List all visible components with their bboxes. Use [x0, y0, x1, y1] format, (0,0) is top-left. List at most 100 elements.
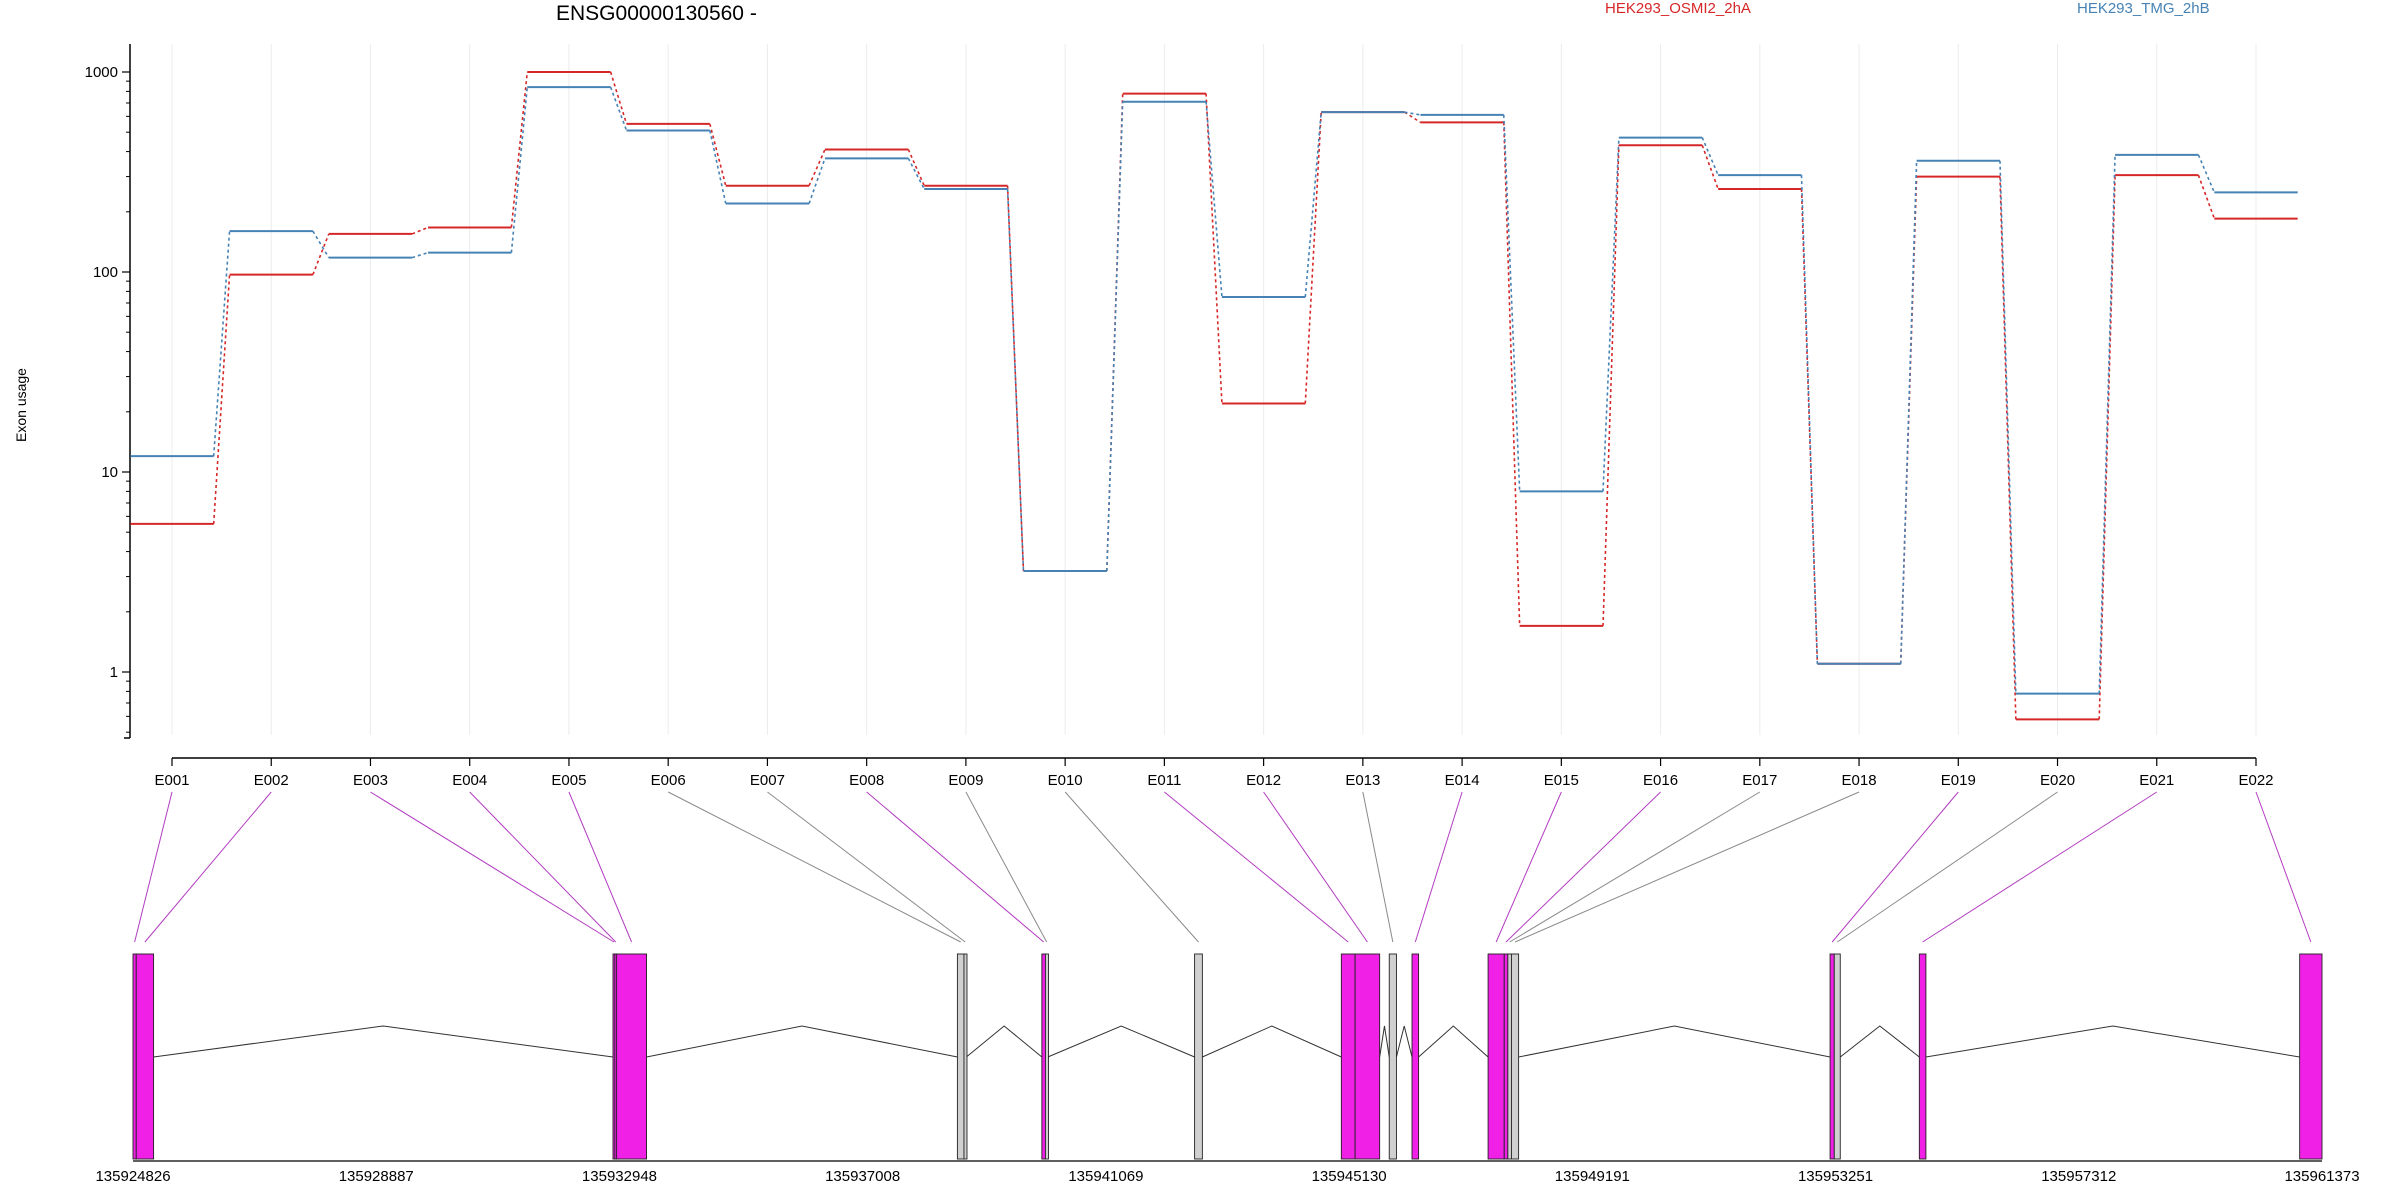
x-tick-label-e007: E007	[750, 772, 785, 789]
exon-e011	[1340, 953, 1356, 1160]
series-1-connector	[1106, 93, 1124, 571]
exon-e021	[1918, 953, 1927, 1160]
series-1-connector	[1006, 185, 1025, 572]
exon-e009	[1044, 953, 1049, 1160]
connector-e022	[2255, 791, 2312, 943]
intron-line	[1418, 1025, 1489, 1058]
x-tick-label-e006: E006	[651, 772, 686, 789]
series-2-connector	[212, 231, 231, 457]
coordinate-tick-label: 135924826	[95, 1168, 170, 1185]
series-1-connector	[1800, 188, 1819, 664]
y-tick-label: 1000	[85, 64, 118, 81]
grid-lines	[171, 44, 2257, 735]
coordinate-tick-label: 135957312	[2041, 1168, 2116, 1185]
series-1-connector	[1701, 145, 1719, 190]
coordinate-tick-label: 135941069	[1068, 1168, 1143, 1185]
series-1-connector	[1304, 112, 1322, 404]
series-2-connector	[1205, 101, 1223, 298]
series-2-connector	[1404, 111, 1421, 116]
series-2-connector	[1006, 188, 1025, 572]
exon-e002	[135, 953, 155, 1160]
x-tick-label-e001: E001	[154, 772, 189, 789]
x-tick-label-e012: E012	[1246, 772, 1281, 789]
x-tick-label-e019: E019	[1941, 772, 1976, 789]
connector-e018	[1514, 791, 1860, 943]
connector-e021	[1922, 791, 2158, 943]
intron-line	[1202, 1025, 1342, 1058]
connector-e002	[144, 791, 272, 943]
connector-e013	[1362, 791, 1394, 943]
exon-e022	[2299, 953, 2323, 1160]
connector-e016	[1505, 791, 1661, 943]
exon-e005	[616, 953, 647, 1160]
connector-e009	[965, 791, 1048, 943]
series-1-connector	[510, 71, 529, 228]
exon-e008	[1041, 953, 1046, 1160]
coordinate-tick-label: 135932948	[582, 1168, 657, 1185]
series-1-connector	[709, 123, 727, 186]
series-1-connector	[1502, 122, 1521, 626]
connector-e015	[1495, 791, 1562, 943]
intron-line	[1395, 1025, 1413, 1058]
series-2-connector	[510, 87, 529, 253]
series-2-connector	[1701, 137, 1719, 176]
series-2-connector	[1602, 137, 1620, 492]
axes: 1000 100 10 1	[85, 44, 2257, 766]
chart-title: ENSG00000130560 -	[556, 2, 757, 25]
connector-e001	[134, 791, 173, 943]
x-tick-labels: E001 E002 E003 E004 E005 E006 E007 E008 E009 E010…	[154, 772, 2273, 789]
series-2-connector	[1304, 112, 1322, 298]
connector-e007	[767, 791, 966, 943]
x-tick-label-e018: E018	[1842, 772, 1877, 789]
legend-entry-series-2: HEK293_TMG_2hB	[2077, 0, 2210, 17]
connector-e019	[1831, 791, 1959, 943]
series-1-connector	[312, 233, 330, 275]
connector-e008	[866, 791, 1044, 943]
intron-line	[646, 1025, 958, 1058]
x-tick-label-e009: E009	[948, 772, 983, 789]
x-tick-label-e017: E017	[1742, 772, 1777, 789]
exon-e010	[1194, 953, 1203, 1160]
series-1-connector	[808, 149, 826, 187]
x-tick-label-e013: E013	[1345, 772, 1380, 789]
intron-line	[1518, 1025, 1831, 1058]
x-tick-label-e020: E020	[2040, 772, 2075, 789]
x-tick-label-e015: E015	[1544, 772, 1579, 789]
intron-line	[966, 1025, 1043, 1058]
exon-e013	[1388, 953, 1397, 1160]
x-tick-label-e004: E004	[452, 772, 487, 789]
exon-e001	[132, 953, 137, 1160]
intron-line	[1925, 1025, 2300, 1058]
intron-line	[153, 1025, 614, 1058]
x-tick-label-e014: E014	[1445, 772, 1480, 789]
exon-e018	[1510, 953, 1520, 1160]
genomic-coordinate-labels: 135924826 135928887 135932948 135937008 1359…	[95, 1168, 2359, 1185]
series-1-connector	[212, 274, 231, 524]
series-1-connector	[1602, 145, 1620, 626]
coordinate-tick-label: 135961373	[2284, 1168, 2359, 1185]
series-1-connector	[1205, 93, 1223, 404]
x-tick-label-e021: E021	[2139, 772, 2174, 789]
connector-e011	[1164, 791, 1349, 943]
exon-e015	[1487, 953, 1505, 1160]
x-tick-label-e011: E011	[1147, 772, 1181, 789]
exon-e020	[1833, 953, 1841, 1160]
y-tick-label: 1	[110, 664, 118, 681]
series-1-connector	[609, 71, 628, 125]
series-2-connector	[411, 251, 429, 259]
exon-e017	[1507, 953, 1512, 1160]
connector-e006	[667, 791, 961, 943]
x-tick-label-e002: E002	[254, 772, 289, 789]
exon-e019	[1829, 953, 1835, 1160]
connector-e005	[568, 791, 633, 943]
intron-line	[1839, 1025, 1920, 1058]
x-tick-label-e005: E005	[551, 772, 586, 789]
series-lines	[130, 71, 2298, 721]
series-2-connector	[2197, 154, 2216, 193]
series-2-connector	[1502, 114, 1521, 492]
connector-e004	[469, 791, 617, 943]
series-2-connector	[1800, 175, 1819, 664]
connector-e017	[1509, 791, 1761, 943]
